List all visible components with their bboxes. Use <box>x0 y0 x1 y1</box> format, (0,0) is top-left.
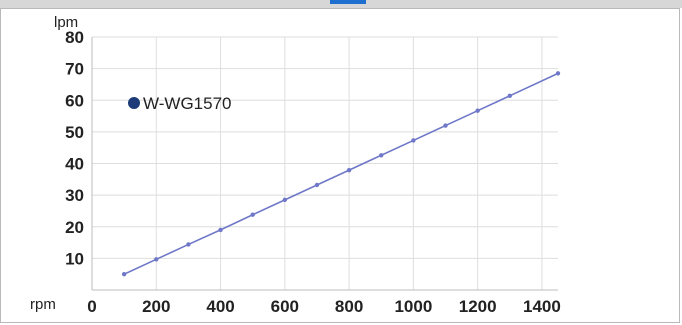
axes <box>91 37 558 291</box>
grid-lines <box>92 36 558 290</box>
top-bar-accent <box>330 0 366 4</box>
data-point-0-0 <box>121 271 127 277</box>
x-tick-label-1400: 1400 <box>523 297 561 316</box>
x-tick-label-600: 600 <box>271 297 299 316</box>
y-tick-label-40: 40 <box>65 155 84 174</box>
series-line-0 <box>123 72 559 275</box>
data-point-0-4 <box>250 212 255 217</box>
data-point-0-6 <box>314 182 320 188</box>
x-tick-label-1000: 1000 <box>394 297 432 316</box>
data-point-0-9 <box>411 138 416 143</box>
data-point-0-5 <box>282 197 288 203</box>
y-tick-label-10: 10 <box>65 249 84 268</box>
axis-units: lpm rpm <box>30 14 78 313</box>
x-tick-label-200: 200 <box>142 297 170 316</box>
chart-border <box>0 8 680 323</box>
y-tick-label-60: 60 <box>65 91 84 110</box>
y-axis-unit-label: lpm <box>54 14 78 31</box>
x-axis-unit-label: rpm <box>30 296 56 313</box>
y-tick-label-80: 80 <box>65 28 84 47</box>
y-tick-label-30: 30 <box>65 186 84 205</box>
data-point-0-13 <box>555 71 561 76</box>
top-bar <box>0 0 682 8</box>
data-point-0-10 <box>443 123 448 128</box>
x-tick-label-400: 400 <box>206 297 234 316</box>
data-point-0-3 <box>218 227 223 233</box>
data-point-0-12 <box>507 93 512 99</box>
x-tick-label-1200: 1200 <box>459 297 497 316</box>
data-point-0-11 <box>475 108 480 113</box>
y-tick-label-20: 20 <box>65 218 84 237</box>
legend-label-0: W-WG1570 <box>143 94 232 113</box>
legend-marker-0 <box>128 97 140 109</box>
series-layer <box>121 71 561 277</box>
y-tick-label-50: 50 <box>65 123 84 142</box>
x-tick-label-800: 800 <box>335 297 363 316</box>
data-point-0-7 <box>346 167 352 173</box>
legend: W-WG1570 <box>128 94 232 113</box>
x-tick-label-0: 0 <box>87 297 96 316</box>
y-tick-label-70: 70 <box>65 60 84 79</box>
data-point-0-8 <box>379 153 384 158</box>
data-point-0-1 <box>154 257 159 262</box>
data-point-0-2 <box>186 242 191 247</box>
